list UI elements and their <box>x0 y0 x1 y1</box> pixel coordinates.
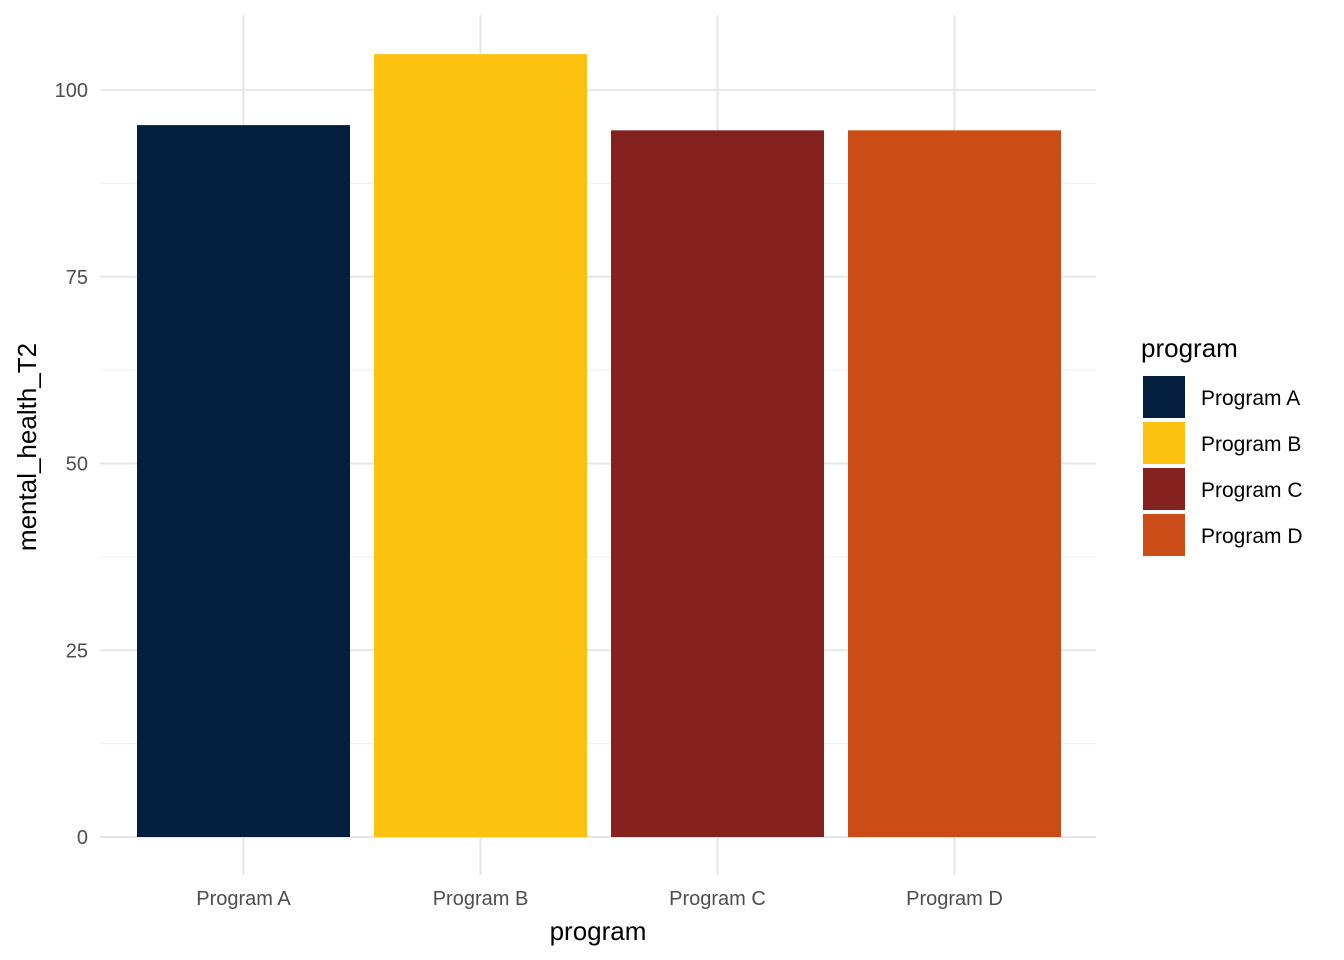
y-tick-label: 25 <box>66 640 88 662</box>
y-tick-label: 50 <box>66 454 88 476</box>
y-tick-label: 75 <box>66 267 88 289</box>
bar <box>848 130 1061 837</box>
legend-swatch <box>1143 514 1185 556</box>
x-axis-title: program <box>550 916 647 946</box>
legend-swatch <box>1143 376 1185 418</box>
bar <box>611 130 824 837</box>
x-tick-label: Program C <box>669 888 766 910</box>
legend-label: Program C <box>1201 479 1303 502</box>
legend-items: Program A Program B Program C Program D <box>1143 376 1303 556</box>
legend-label: Program B <box>1201 433 1301 456</box>
bar <box>137 125 350 837</box>
legend-swatch <box>1143 422 1185 464</box>
x-axis-tick-labels: Program A Program B Program C Program D <box>196 888 1003 910</box>
x-tick-label: Program A <box>196 888 291 910</box>
y-axis-tick-labels: 0 25 50 75 100 <box>55 80 88 849</box>
x-tick-label: Program D <box>906 888 1003 910</box>
legend-label: Program A <box>1201 387 1300 410</box>
bar <box>374 54 587 838</box>
x-tick-label: Program B <box>433 888 529 910</box>
legend-title: program <box>1141 333 1238 363</box>
y-tick-label: 0 <box>77 827 88 849</box>
legend-swatch <box>1143 468 1185 510</box>
y-axis-title: mental_health_T2 <box>12 343 42 551</box>
y-tick-label: 100 <box>55 80 88 102</box>
bars <box>137 54 1061 838</box>
legend-label: Program D <box>1201 525 1303 548</box>
